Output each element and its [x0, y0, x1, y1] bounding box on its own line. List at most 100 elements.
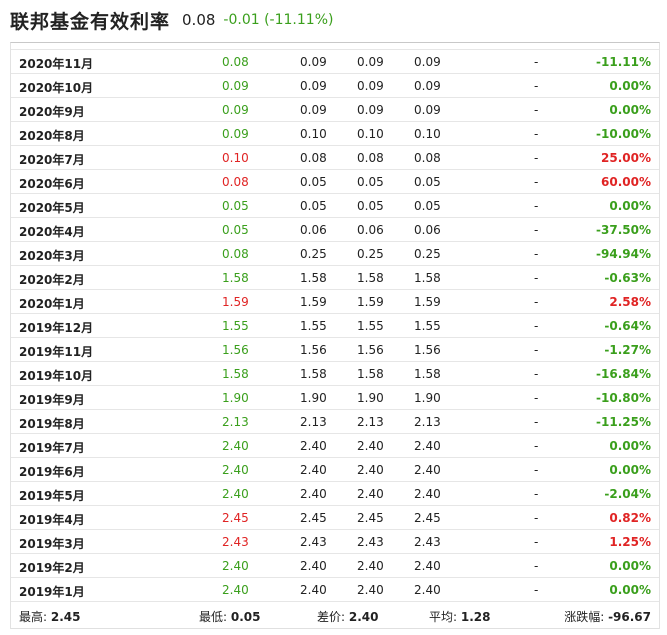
row-open: 0.09: [300, 103, 327, 117]
table-row: 2020年5月 0.05 0.05 0.05 0.05 - 0.00%: [11, 194, 659, 218]
row-date: 2019年3月: [19, 537, 85, 551]
row-open: 0.10: [300, 127, 327, 141]
row-close: 0.09: [222, 127, 249, 141]
row-change-pct: 0.00%: [609, 439, 651, 453]
row-date: 2020年5月: [19, 201, 85, 215]
table-row: 2020年11月 0.08 0.09 0.09 0.09 - -11.11%: [11, 50, 659, 74]
row-volume: -: [534, 487, 539, 501]
row-change-pct: -94.94%: [596, 247, 651, 261]
row-close: 1.59: [222, 295, 249, 309]
row-open: 1.55: [300, 319, 327, 333]
row-low: 1.58: [414, 367, 441, 381]
summary-high: 最高: 2.45: [19, 608, 80, 625]
row-change-pct: 0.00%: [609, 463, 651, 477]
row-close: 2.40: [222, 559, 249, 573]
history-table: 2020年11月 0.08 0.09 0.09 0.09 - -11.11% 2020年10月…: [10, 42, 660, 629]
row-high: 2.40: [357, 463, 384, 477]
row-volume: -: [534, 439, 539, 453]
row-low: 2.43: [414, 535, 441, 549]
row-date: 2020年10月: [19, 81, 94, 95]
row-open: 2.13: [300, 415, 327, 429]
row-close: 0.05: [222, 223, 249, 237]
row-change-pct: -11.25%: [596, 415, 651, 429]
table-row: 2020年2月 1.58 1.58 1.58 1.58 - -0.63%: [11, 266, 659, 290]
row-open: 2.40: [300, 463, 327, 477]
row-low: 2.40: [414, 559, 441, 573]
row-volume: -: [534, 175, 539, 189]
table-header-spacer: [11, 43, 659, 50]
summary-diff-label: 差价:: [317, 610, 346, 624]
table-row: 2020年7月 0.10 0.08 0.08 0.08 - 25.00%: [11, 146, 659, 170]
row-volume: -: [534, 79, 539, 93]
row-high: 1.90: [357, 391, 384, 405]
row-open: 1.58: [300, 367, 327, 381]
row-change-pct: 0.82%: [609, 511, 651, 525]
row-close: 0.09: [222, 79, 249, 93]
table-row: 2019年6月 2.40 2.40 2.40 2.40 - 0.00%: [11, 458, 659, 482]
row-close: 2.40: [222, 487, 249, 501]
row-change-pct: 0.00%: [609, 79, 651, 93]
row-date: 2019年7月: [19, 441, 85, 455]
summary-change: 涨跌幅: -96.67: [564, 608, 651, 625]
table-row: 2020年1月 1.59 1.59 1.59 1.59 - 2.58%: [11, 290, 659, 314]
row-high: 0.09: [357, 55, 384, 69]
summary-high-value: 2.45: [50, 610, 81, 624]
row-volume: -: [534, 271, 539, 285]
row-low: 1.58: [414, 271, 441, 285]
row-volume: -: [534, 295, 539, 309]
row-change-pct: -1.27%: [604, 343, 651, 357]
table-row: 2019年3月 2.43 2.43 2.43 2.43 - 1.25%: [11, 530, 659, 554]
row-low: 2.13: [414, 415, 441, 429]
summary-avg-label: 平均:: [429, 610, 458, 624]
row-high: 0.08: [357, 151, 384, 165]
row-high: 2.40: [357, 559, 384, 573]
row-close: 0.08: [222, 55, 249, 69]
row-low: 0.05: [414, 199, 441, 213]
row-close: 2.40: [222, 463, 249, 477]
summary-avg: 平均: 1.28: [429, 608, 490, 625]
row-change-pct: 0.00%: [609, 583, 651, 597]
row-high: 2.40: [357, 583, 384, 597]
row-change-pct: 0.00%: [609, 103, 651, 117]
row-close: 0.09: [222, 103, 249, 117]
table-row: 2019年2月 2.40 2.40 2.40 2.40 - 0.00%: [11, 554, 659, 578]
row-close: 1.90: [222, 391, 249, 405]
row-change-pct: -10.80%: [596, 391, 651, 405]
table-row: 2019年5月 2.40 2.40 2.40 2.40 - -2.04%: [11, 482, 659, 506]
row-date: 2019年2月: [19, 561, 85, 575]
row-high: 0.05: [357, 199, 384, 213]
summary-avg-value: 1.28: [460, 610, 491, 624]
row-close: 2.45: [222, 511, 249, 525]
row-low: 1.90: [414, 391, 441, 405]
row-change-pct: 1.25%: [609, 535, 651, 549]
table-row: 2020年8月 0.09 0.10 0.10 0.10 - -10.00%: [11, 122, 659, 146]
page-header: 联邦基金有效利率 0.08 -0.01 (-11.11%): [0, 0, 667, 40]
row-low: 1.59: [414, 295, 441, 309]
summary-high-label: 最高:: [19, 610, 48, 624]
row-change-pct: -16.84%: [596, 367, 651, 381]
row-date: 2020年4月: [19, 225, 85, 239]
row-open: 1.59: [300, 295, 327, 309]
row-high: 1.58: [357, 271, 384, 285]
row-change-pct: 2.58%: [609, 295, 651, 309]
row-change-pct: -11.11%: [596, 55, 651, 69]
row-open: 1.90: [300, 391, 327, 405]
row-high: 0.05: [357, 175, 384, 189]
row-low: 2.45: [414, 511, 441, 525]
row-close: 1.56: [222, 343, 249, 357]
row-date: 2020年2月: [19, 273, 85, 287]
row-change-pct: -10.00%: [596, 127, 651, 141]
row-close: 2.43: [222, 535, 249, 549]
table-row: 2020年4月 0.05 0.06 0.06 0.06 - -37.50%: [11, 218, 659, 242]
table-row: 2020年3月 0.08 0.25 0.25 0.25 - -94.94%: [11, 242, 659, 266]
summary-low-value: 0.05: [230, 610, 261, 624]
row-low: 0.25: [414, 247, 441, 261]
row-close: 0.05: [222, 199, 249, 213]
row-high: 2.43: [357, 535, 384, 549]
row-high: 0.09: [357, 79, 384, 93]
table-row: 2019年10月 1.58 1.58 1.58 1.58 - -16.84%: [11, 362, 659, 386]
row-open: 0.25: [300, 247, 327, 261]
table-row: 2020年9月 0.09 0.09 0.09 0.09 - 0.00%: [11, 98, 659, 122]
row-volume: -: [534, 463, 539, 477]
table-row: 2020年10月 0.09 0.09 0.09 0.09 - 0.00%: [11, 74, 659, 98]
